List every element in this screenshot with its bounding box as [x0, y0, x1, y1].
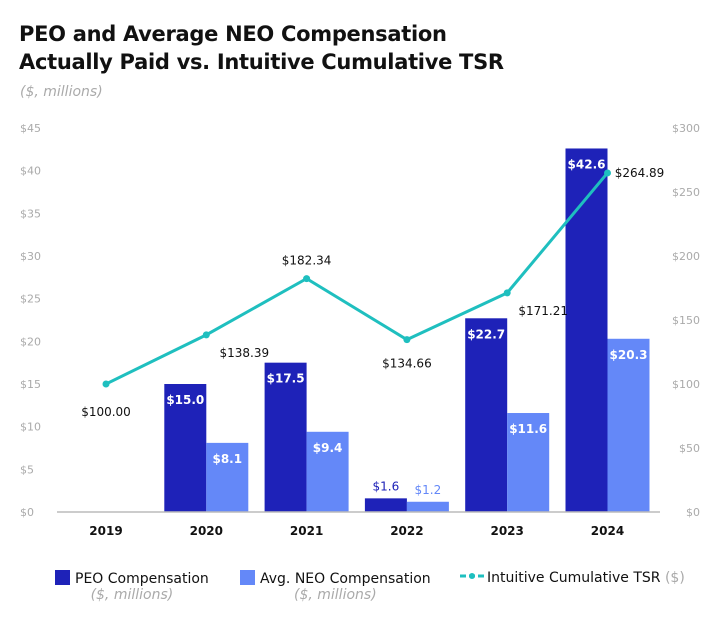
bar-data-label: $9.4: [313, 441, 343, 455]
tsr-data-label: $134.66: [382, 357, 432, 371]
tsr-point: [303, 275, 311, 283]
x-tick-label: 2022: [390, 524, 423, 538]
legend-label: Intuitive Cumulative TSR: [487, 570, 661, 586]
legend-label: PEO Compensation: [75, 571, 209, 587]
tsr-data-label: $138.39: [219, 346, 269, 360]
right-tick-label: $250: [672, 186, 700, 199]
x-tick-label: 2019: [89, 524, 122, 538]
tsr-line: [105, 171, 609, 386]
tsr-point: [503, 289, 511, 297]
x-tick-label: 2023: [490, 524, 523, 538]
title-line-2: Actually Paid vs. Intuitive Cumulative T…: [19, 50, 504, 74]
bar-peo: [164, 384, 207, 512]
x-tick-label: 2020: [190, 524, 223, 538]
chart-title: PEO and Average NEO Compensation Actuall…: [19, 20, 504, 76]
left-tick-label: $45: [20, 122, 41, 135]
tsr-data-label: $182.34: [282, 254, 332, 268]
bar-data-label: $42.6: [568, 157, 606, 171]
legend-sublabel: ($, millions): [90, 587, 174, 603]
bar-data-label: $22.7: [467, 327, 505, 341]
legend-swatch-peo: [55, 570, 70, 585]
left-tick-label: $20: [20, 335, 41, 348]
tsr-point: [403, 336, 411, 344]
bar-data-label: $20.3: [610, 348, 648, 362]
bar-data-label: $1.2: [415, 483, 442, 497]
bar-data-label: $1.6: [373, 479, 400, 493]
legend-label: Avg. NEO Compensation: [260, 571, 431, 587]
bar-neo: [507, 413, 550, 512]
bar-data-label: $11.6: [509, 422, 547, 436]
right-tick-label: $0: [686, 506, 700, 519]
bar-neo: [607, 338, 650, 512]
bar-data-label: $8.1: [212, 452, 242, 466]
bar-neo: [206, 442, 249, 512]
legend-sublabel: ($): [664, 570, 685, 586]
title-line-1: PEO and Average NEO Compensation: [19, 22, 447, 46]
left-tick-label: $30: [20, 250, 41, 263]
right-tick-label: $150: [672, 314, 700, 327]
bar-data-label: $15.0: [166, 393, 204, 407]
bar-peo: [364, 498, 407, 512]
tsr-point: [202, 331, 210, 339]
chart-subtitle: ($, millions): [20, 84, 103, 100]
bar-peo: [465, 318, 508, 512]
bar-neo: [406, 501, 449, 512]
legend-neo: Avg. NEO Compensation ($, millions): [240, 570, 431, 603]
left-tick-label: $10: [20, 421, 41, 434]
tsr-data-label: $100.00: [81, 405, 131, 419]
legend-peo: PEO Compensation ($, millions): [55, 570, 209, 603]
tsr-point: [604, 169, 611, 177]
legend-line-dot-icon: [460, 573, 484, 579]
x-tick-label: 2024: [591, 524, 624, 538]
right-tick-label: $50: [679, 442, 700, 455]
right-tick-label: $100: [672, 378, 700, 391]
left-tick-label: $15: [20, 378, 41, 391]
right-tick-label: $200: [672, 250, 700, 263]
left-tick-label: $40: [20, 165, 41, 178]
bar-data-label: $17.5: [267, 372, 305, 386]
tsr-data-label: $171.21: [518, 304, 568, 318]
legend-swatch-neo: [240, 570, 255, 585]
bar-peo: [264, 362, 307, 512]
tsr-point: [102, 380, 110, 388]
legend-tsr: Intuitive Cumulative TSR ($): [460, 570, 685, 586]
bar-peo: [565, 148, 608, 513]
bar-neo: [306, 431, 349, 512]
legend-sublabel: ($, millions): [294, 587, 377, 603]
left-tick-label: $25: [20, 293, 41, 306]
left-tick-label: $35: [20, 207, 41, 220]
right-tick-label: $300: [672, 122, 700, 135]
left-tick-label: $0: [20, 506, 34, 519]
tsr-data-label: $264.89: [615, 166, 665, 180]
x-tick-label: 2021: [290, 524, 323, 538]
left-tick-label: $5: [20, 463, 34, 476]
